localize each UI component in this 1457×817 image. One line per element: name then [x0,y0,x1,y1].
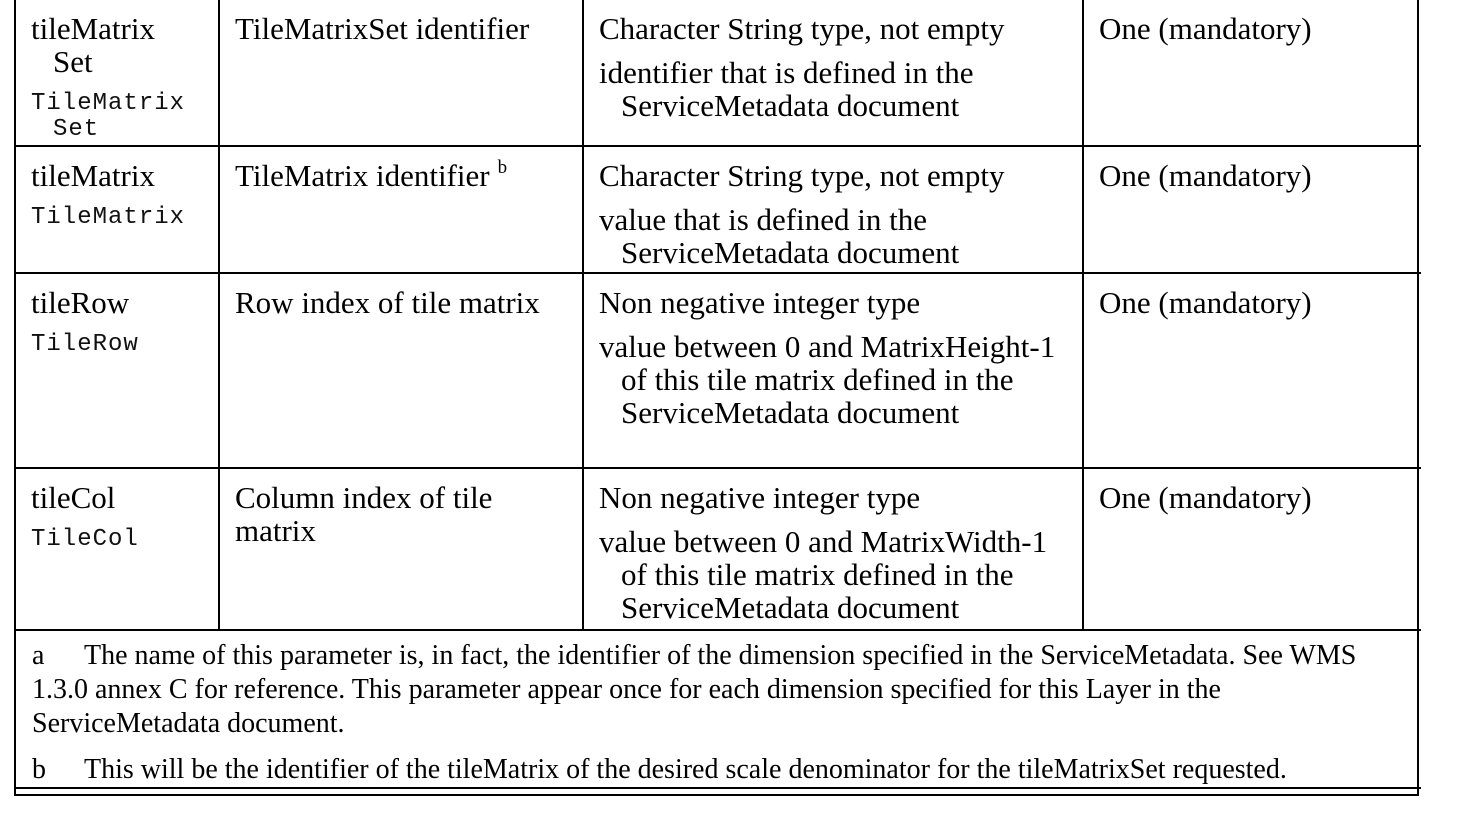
parameter-name-cell: tileMatrix Set TileMatrix Set [16,0,220,147]
table-row: tileRow TileRow Row index of tile matrix… [16,272,1421,469]
parameter-type: Character String type, not empty [599,158,1005,193]
parameter-type: Non negative integer type [599,285,921,320]
parameter-multiplicity-cell: One (mandatory) [1082,272,1421,469]
parameter-description: TileMatrixSet identifier [235,11,530,46]
note-text: This will be the identifier of the tileM… [84,754,1287,785]
parameter-code-name: TileMatrix [31,204,186,231]
parameter-description: Row index of tile matrix [235,285,540,320]
parameter-code-name: TileCol [31,526,139,553]
parameter-name-cell: tileRow TileRow [16,272,220,469]
parameter-code-name: TileRow [31,331,139,358]
table-notes-cell: a The name of this parameter is, in fact,… [16,629,1421,789]
parameter-multiplicity: One (mandatory) [1099,158,1312,193]
parameter-description: Column index of tile matrix [235,480,493,548]
parameter-type: Non negative integer type [599,480,921,515]
parameter-name-cell: tileCol TileCol [16,467,220,631]
table-note-a: a The name of this parameter is, in fact,… [32,639,1405,741]
parameter-description-cell: Row index of tile matrix [218,272,584,469]
parameter-multiplicity: One (mandatory) [1099,11,1312,46]
parameter-description-cell: Column index of tile matrix [218,467,584,631]
parameter-table: tileMatrix Set TileMatrix Set TileMatrixSe… [16,0,1421,789]
parameter-name: tileMatrix [31,158,155,193]
parameter-type: Character String type, not empty [599,11,1005,46]
parameter-multiplicity-cell: One (mandatory) [1082,145,1421,274]
parameter-name-cell: tileMatrix TileMatrix [16,145,220,274]
parameter-multiplicity-cell: One (mandatory) [1082,467,1421,631]
footnote-marker: b [497,157,508,178]
table-note-b: b This will be the identifier of the tile… [32,753,1405,787]
parameter-multiplicity-cell: One (mandatory) [1082,0,1421,147]
note-letter: b [32,754,46,785]
parameter-description-cell: TileMatrixSet identifier [218,0,584,147]
parameter-table-container: tileMatrix Set TileMatrix Set TileMatrixSe… [14,0,1421,796]
parameter-values-cell: Non negative integer type value between … [582,467,1084,631]
parameter-value-text: value between 0 and MatrixHeight-1 of th… [599,329,1056,430]
parameter-value-text: identifier that is defined in the Servic… [599,55,974,123]
parameter-multiplicity: One (mandatory) [1099,285,1312,320]
parameter-value-text: value between 0 and MatrixWidth-1 of thi… [599,524,1048,625]
table-row: tileCol TileCol Column index of tile mat… [16,467,1421,631]
parameter-name: tileCol [31,480,116,515]
note-letter: a [32,640,45,671]
note-text: The name of this parameter is, in fact, … [32,640,1357,739]
table-row: tileMatrix TileMatrix TileMatrix identif… [16,145,1421,274]
table-notes-row: a The name of this parameter is, in fact,… [16,629,1421,789]
parameter-description: TileMatrix identifier [235,158,490,193]
parameter-code-name: TileMatrix Set [31,90,186,143]
table-row: tileMatrix Set TileMatrix Set TileMatrixSe… [16,0,1421,147]
parameter-name: tileRow [31,285,130,320]
parameter-values-cell: Character String type, not empty value t… [582,145,1084,274]
parameter-description-cell: TileMatrix identifier b [218,145,584,274]
parameter-name: tileMatrix Set [31,11,155,79]
parameter-value-text: value that is defined in the ServiceMeta… [599,202,960,270]
parameter-multiplicity: One (mandatory) [1099,480,1312,515]
parameter-values-cell: Non negative integer type value between … [582,272,1084,469]
parameter-values-cell: Character String type, not empty identif… [582,0,1084,147]
